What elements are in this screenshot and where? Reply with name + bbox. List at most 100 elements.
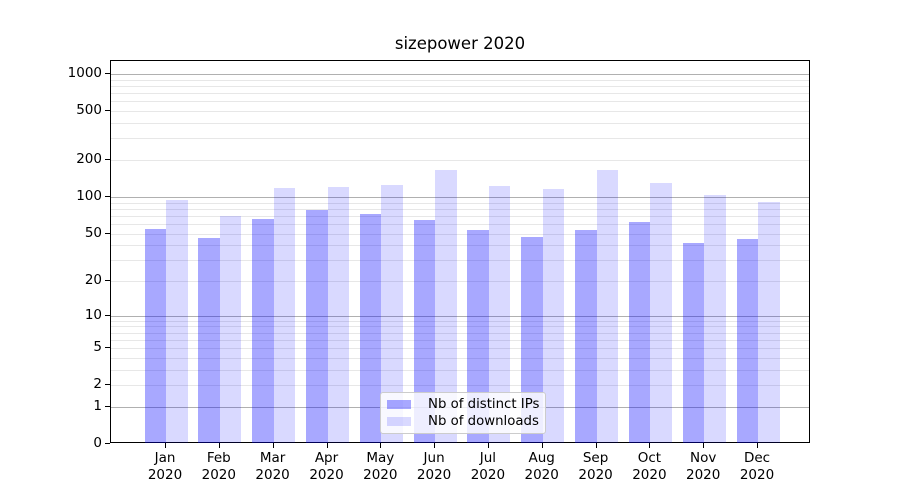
bar-downloads-5 (435, 169, 457, 443)
x-tick (595, 443, 597, 448)
gridline (111, 160, 809, 161)
bar-downloads-8 (596, 169, 619, 443)
gridline (111, 320, 809, 322)
bar-distinct-ips-0 (144, 229, 166, 443)
x-tick-label-line: Mar (259, 450, 286, 466)
bar-distinct-ips-6 (467, 230, 489, 443)
legend: Nb of distinct IPs Nb of downloads (380, 392, 546, 434)
gridline (111, 385, 809, 387)
y-tick (105, 110, 110, 112)
gridline (111, 223, 809, 225)
y-tick-label: 200 (76, 151, 102, 167)
y-tick-label: 50 (84, 224, 102, 241)
x-tick-label-line: 2020 (686, 467, 721, 483)
bar-distinct-ips-4 (359, 214, 382, 443)
bar-distinct-ips-3 (306, 210, 328, 443)
bar-downloads-9 (650, 182, 672, 443)
gridline (111, 315, 809, 317)
x-tick-label: Nov 2020 (668, 450, 738, 484)
x-tick-label: Mar 2020 (238, 450, 308, 484)
x-tick-label-line: Sep (582, 450, 609, 466)
y-tick-label: 0 (93, 435, 102, 451)
x-tick (649, 443, 651, 448)
bar-downloads-2 (273, 188, 296, 443)
x-tick-label-line: Jul (479, 450, 497, 466)
bar-downloads-7 (542, 189, 565, 443)
y-tick (105, 73, 110, 74)
x-tick-label-line: 2020 (363, 467, 398, 483)
bar-downloads-6 (488, 185, 511, 443)
gridline (111, 79, 809, 81)
bar-distinct-ips-5 (413, 219, 436, 443)
x-tick-label-line: 2020 (470, 467, 506, 483)
x-tick-label-line: Aug (528, 450, 555, 466)
bar-distinct-ips-2 (252, 218, 274, 443)
bar-distinct-ips-10 (682, 242, 705, 443)
y-tick (105, 405, 110, 407)
gridline (111, 138, 809, 140)
y-tick-label: 2 (93, 376, 102, 393)
bar-distinct-ips-7 (521, 236, 543, 443)
x-tick (541, 443, 543, 448)
x-tick-label-line: Jun (423, 450, 445, 466)
gridline (111, 245, 809, 247)
bar-downloads-11 (758, 201, 780, 443)
x-tick (380, 443, 382, 448)
gridline (111, 260, 809, 262)
gridline (111, 196, 809, 198)
y-tick (105, 314, 110, 316)
bar-distinct-ips-9 (628, 222, 651, 443)
x-tick-label: Feb 2020 (184, 450, 254, 484)
legend-item-distinct-ips: Nb of distinct IPs (387, 397, 539, 412)
gridline (111, 202, 809, 204)
x-tick-label-line: Dec (743, 450, 771, 466)
gridline (111, 357, 809, 359)
bar-downloads-3 (327, 186, 349, 443)
x-tick-label-line: 2020 (739, 467, 775, 483)
gridline (111, 208, 809, 210)
y-tick-label: 5 (93, 339, 102, 356)
y-tick-label: 1 (93, 397, 102, 414)
x-tick-label-line: 2020 (416, 467, 452, 483)
x-tick-label: Jan 2020 (130, 450, 200, 484)
x-tick-label: Jul 2020 (453, 450, 523, 484)
gridline (111, 93, 809, 95)
gridline (111, 215, 809, 217)
bar-downloads-4 (381, 185, 403, 443)
gridline (111, 86, 809, 87)
x-tick (703, 443, 705, 448)
x-tick-label-line: 2020 (632, 467, 667, 483)
x-tick-label-line: Nov (690, 450, 717, 466)
x-tick-label-line: 2020 (201, 467, 236, 483)
x-tick-label-line: May (366, 450, 395, 466)
gridline (111, 369, 809, 371)
x-tick (487, 443, 489, 448)
y-tick-label: 100 (76, 187, 102, 204)
x-tick-label: Aug 2020 (507, 450, 577, 484)
y-tick-label: 1000 (67, 65, 102, 81)
gridline (111, 281, 809, 282)
gridline (111, 326, 809, 328)
x-tick-label: Apr 2020 (292, 450, 362, 484)
legend-label-downloads: Nb of downloads (428, 414, 539, 429)
y-tick (105, 195, 110, 197)
bar-downloads-10 (704, 194, 726, 443)
y-tick (105, 232, 110, 234)
bar-distinct-ips-1 (198, 237, 220, 443)
y-tick-label: 20 (84, 272, 102, 288)
x-tick-label-line: Jan (154, 450, 176, 466)
x-tick (165, 443, 166, 448)
x-tick-label-line: Oct (637, 450, 662, 466)
x-tick-label-line: Feb (206, 450, 231, 466)
legend-item-downloads: Nb of downloads (387, 414, 539, 429)
x-tick (272, 443, 274, 448)
x-tick (218, 443, 220, 448)
bar-downloads-0 (166, 199, 188, 443)
x-tick-label: May 2020 (345, 450, 415, 484)
x-tick-label: Dec 2020 (722, 450, 792, 484)
y-tick (105, 159, 110, 160)
x-tick-label-line: 2020 (578, 467, 613, 483)
gridline (111, 233, 809, 235)
y-tick-label: 500 (76, 102, 102, 119)
x-tick-label-line: 2020 (255, 467, 290, 483)
